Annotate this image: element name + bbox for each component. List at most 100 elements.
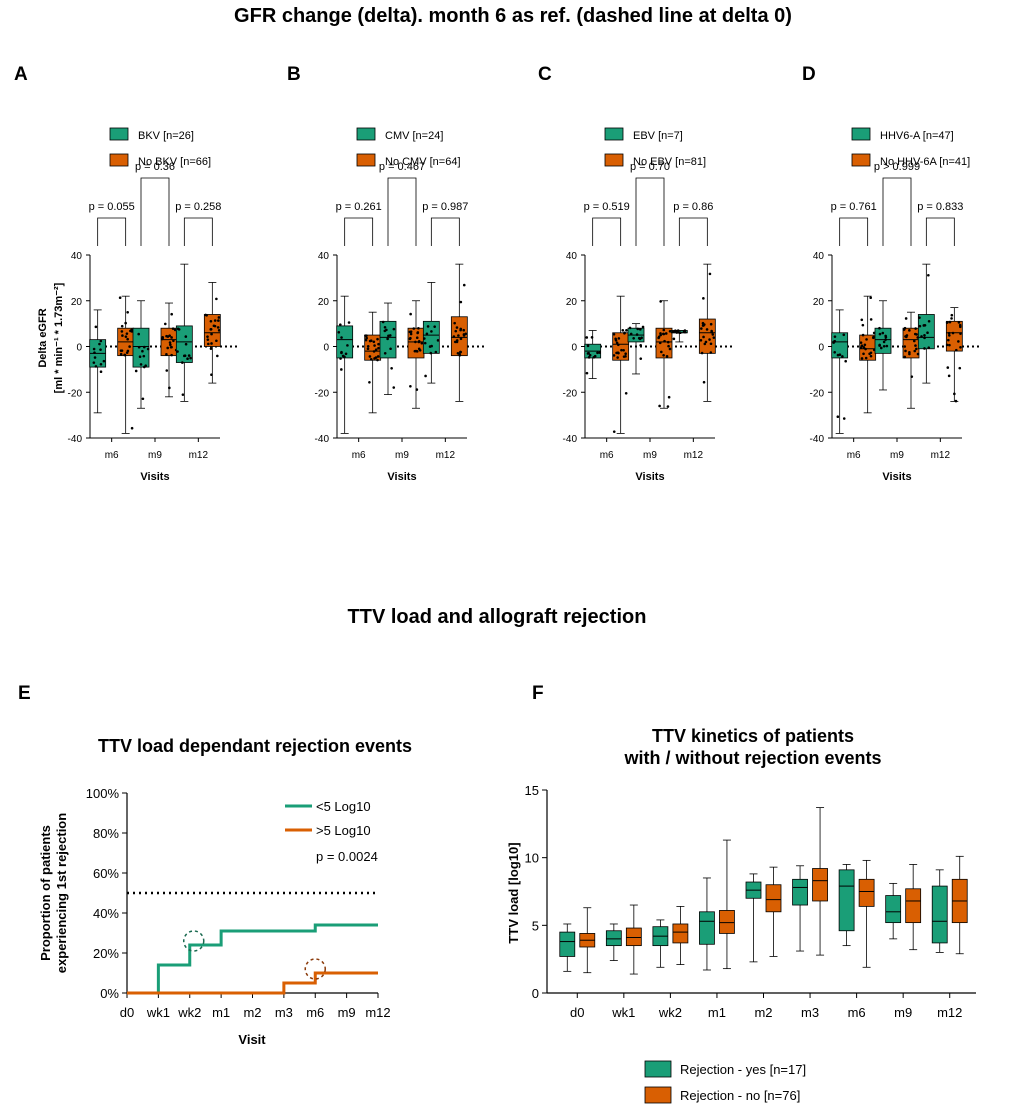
data-point — [916, 352, 920, 356]
x-tick-label: m6 — [848, 1005, 866, 1020]
y-tick-label: 60% — [93, 866, 119, 881]
y-tick-label: 20% — [93, 946, 119, 961]
data-point — [181, 361, 184, 364]
data-point — [923, 333, 926, 337]
data-point — [139, 363, 143, 366]
p-bracket — [925, 217, 955, 246]
data-point — [381, 320, 385, 324]
data-point — [958, 323, 962, 327]
data-point — [860, 318, 864, 322]
data-point — [417, 347, 421, 351]
x-tick-label: m9 — [890, 450, 904, 461]
data-point — [637, 336, 641, 340]
data-point — [923, 347, 926, 350]
p-value-label: p = 0.761 — [831, 201, 877, 213]
data-point — [945, 343, 949, 347]
data-point — [372, 340, 376, 344]
box — [672, 923, 689, 944]
data-point — [947, 331, 951, 335]
data-point — [368, 355, 372, 358]
data-point — [859, 346, 863, 349]
data-point — [146, 347, 150, 351]
data-point — [209, 319, 213, 323]
panel-c: C EBV [n=7] No EBV [n=81] 40 20 0 -20 -40 m6 p = … — [538, 64, 735, 483]
box — [812, 868, 828, 902]
data-point — [417, 340, 421, 344]
data-point — [377, 342, 380, 346]
data-point — [436, 339, 440, 342]
data-point — [862, 345, 866, 349]
legend-swatch — [109, 127, 129, 141]
x-tick-label: m12 — [365, 1005, 390, 1020]
data-point — [134, 369, 138, 373]
data-point — [392, 327, 396, 331]
y-axis-label: Proportion of patients — [38, 825, 53, 961]
data-point — [885, 344, 889, 348]
data-point — [863, 343, 867, 347]
data-point — [950, 313, 954, 317]
data-point — [614, 337, 617, 341]
data-point — [343, 355, 346, 359]
data-point — [369, 339, 373, 343]
data-point — [189, 356, 192, 360]
data-point — [927, 319, 931, 323]
data-point — [844, 359, 847, 363]
y-tick-label: 40 — [318, 251, 330, 262]
box — [699, 911, 715, 945]
legend-swatch — [356, 127, 376, 141]
data-point — [927, 273, 930, 277]
data-point — [641, 325, 645, 329]
data-point — [99, 370, 103, 373]
data-point — [409, 332, 413, 336]
panel-e: E TTV load dependant rejection events 100%… — [18, 683, 412, 1047]
data-point — [665, 355, 669, 358]
data-point — [163, 322, 167, 326]
data-point — [657, 336, 660, 340]
section2-title: TTV load and allograft rejection — [348, 606, 647, 628]
data-point — [622, 355, 626, 358]
data-point — [947, 338, 950, 342]
data-point — [210, 342, 213, 345]
p-value-label: p = 0.86 — [673, 201, 713, 213]
data-point — [457, 334, 460, 337]
data-point — [366, 347, 370, 351]
data-point — [206, 335, 209, 338]
p-value-label: p = 0.70 — [630, 161, 670, 173]
data-point — [464, 332, 468, 336]
data-point — [658, 341, 662, 345]
y-tick-label: 40 — [566, 251, 578, 262]
data-point — [186, 357, 189, 361]
panel-letter: C — [538, 64, 552, 85]
data-point — [168, 334, 171, 337]
data-point — [954, 348, 958, 352]
data-point — [377, 346, 380, 350]
y-tick-label: 15 — [525, 783, 539, 798]
data-point — [424, 374, 427, 378]
data-point — [383, 326, 387, 329]
data-point — [882, 344, 886, 348]
y-tick-label: -40 — [810, 434, 825, 445]
data-point — [142, 354, 146, 358]
x-tick-label: d0 — [120, 1005, 134, 1020]
data-point — [386, 337, 389, 341]
data-point — [212, 324, 216, 328]
data-point — [187, 354, 191, 357]
data-point — [428, 345, 432, 348]
x-tick-label: wk2 — [177, 1005, 201, 1020]
y-tick-label: 0 — [76, 343, 82, 354]
data-point — [373, 344, 376, 347]
data-point — [709, 322, 713, 326]
data-point — [124, 335, 128, 338]
p-value-label: p = 0.519 — [584, 201, 630, 213]
data-point — [217, 316, 221, 319]
data-point — [455, 326, 459, 329]
data-point — [183, 354, 187, 358]
data-point — [120, 330, 124, 333]
box — [945, 320, 963, 352]
legend-label: Rejection - no [n=76] — [680, 1088, 800, 1103]
data-point — [625, 328, 628, 332]
step-line — [127, 971, 378, 995]
data-point — [708, 338, 711, 341]
y-axis-label-units: [ml * min⁻¹ * 1.73m⁻²] — [53, 282, 65, 393]
